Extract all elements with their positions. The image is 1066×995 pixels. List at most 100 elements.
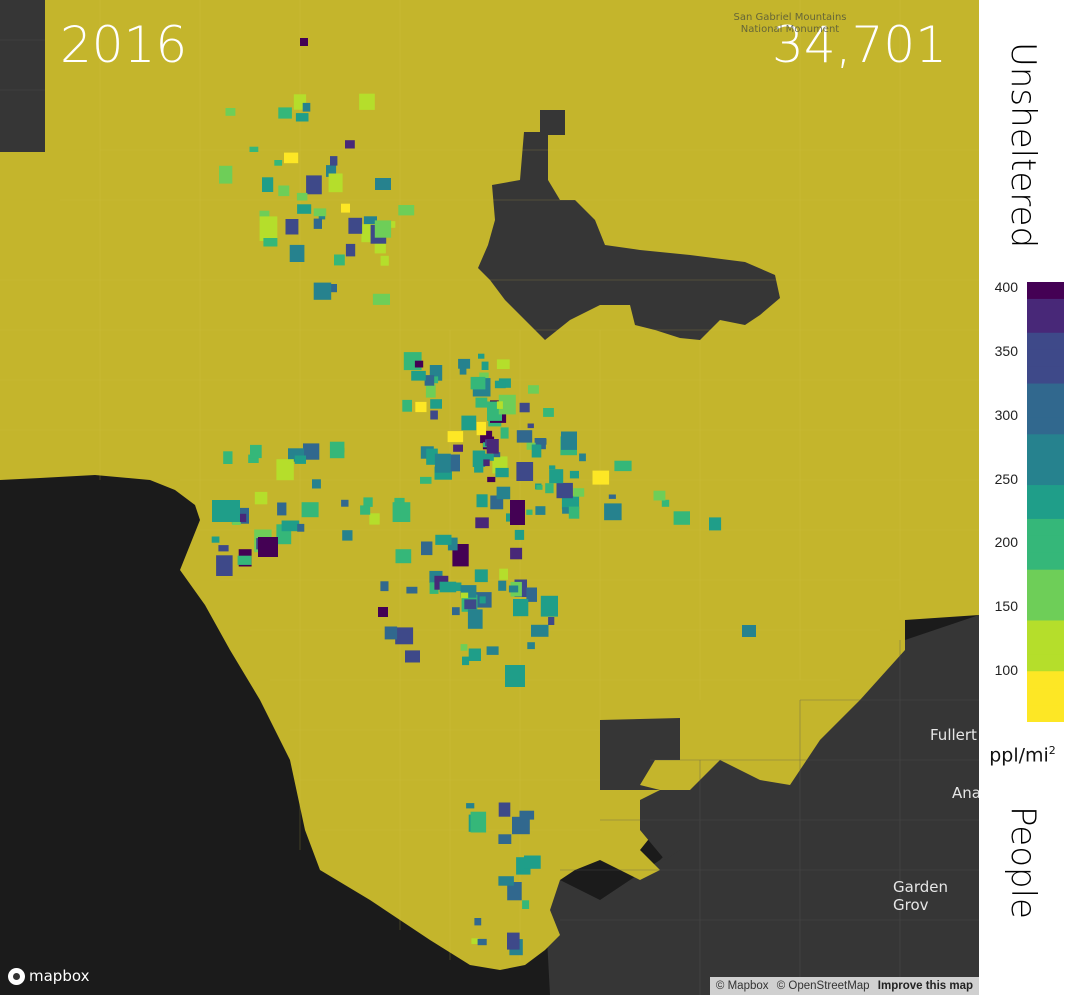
attribution-mapbox[interactable]: © Mapbox <box>715 980 769 992</box>
tract <box>499 568 508 580</box>
tract <box>573 488 585 497</box>
tract <box>556 482 573 499</box>
tract <box>479 596 486 604</box>
tract <box>375 178 391 190</box>
tract <box>378 607 388 617</box>
tract <box>439 581 457 593</box>
map-canvas[interactable]: 2016 34,701 San Gabriel Mountains Nation… <box>0 0 979 995</box>
ramp-band <box>1027 417 1064 435</box>
ramp-band <box>1027 620 1064 638</box>
tract <box>464 599 477 610</box>
tract <box>297 204 312 214</box>
tract <box>237 555 252 565</box>
tract <box>608 494 616 499</box>
tract <box>301 502 319 518</box>
tract <box>474 465 484 473</box>
ramp-band <box>1027 654 1064 672</box>
tract <box>459 366 467 375</box>
tract <box>452 607 460 616</box>
tract <box>359 93 375 110</box>
tract <box>295 113 309 122</box>
tract <box>486 439 499 454</box>
tract <box>447 537 458 551</box>
tract <box>297 523 305 532</box>
tract <box>263 238 278 247</box>
mapbox-logo[interactable]: mapbox <box>8 967 89 985</box>
legend-tick: 400 <box>994 279 1018 296</box>
tract <box>211 536 220 543</box>
legend-unit-text: ppl/mi <box>989 744 1049 767</box>
mapbox-logo-text: mapbox <box>29 967 90 985</box>
tract <box>402 399 412 412</box>
ramp-band <box>1027 637 1064 655</box>
improve-map-link[interactable]: Improve this map <box>877 980 973 992</box>
tract <box>348 217 363 234</box>
city-label-anaheim: Ana <box>952 784 979 802</box>
tract <box>661 499 670 507</box>
attribution-osm[interactable]: © OpenStreetMap <box>776 980 870 992</box>
tract <box>526 442 536 450</box>
ramp-band <box>1027 485 1064 503</box>
tract <box>487 476 496 483</box>
tract <box>406 586 418 594</box>
tract <box>474 569 488 583</box>
city-label-garden-grove: Garden Grov <box>893 878 948 914</box>
tract <box>296 192 308 201</box>
mountains-label-line1: San Gabriel Mountains <box>733 12 847 23</box>
tract <box>345 243 356 257</box>
tract <box>259 216 278 241</box>
tract <box>216 555 233 576</box>
tract <box>614 460 632 472</box>
tract <box>458 358 471 369</box>
tract <box>524 855 541 869</box>
tract <box>467 609 483 629</box>
tract <box>470 811 487 833</box>
ramp-band <box>1027 349 1064 368</box>
tract <box>313 208 327 217</box>
la-region <box>0 0 979 970</box>
tract <box>312 479 321 489</box>
mountains-label-line2: National Monument <box>740 24 840 35</box>
tract <box>374 220 392 238</box>
ramp-band <box>1027 705 1064 722</box>
count-label: 34,701 <box>772 16 947 74</box>
tract <box>500 427 509 439</box>
tract <box>548 617 555 625</box>
tract <box>254 491 268 505</box>
ramp-band <box>1027 671 1064 689</box>
ramp-band <box>1027 298 1064 317</box>
legend-tick: 300 <box>994 406 1018 423</box>
tract <box>330 284 337 293</box>
tract <box>303 443 320 460</box>
tract <box>526 587 537 602</box>
tract <box>248 454 259 463</box>
tract <box>536 484 543 490</box>
tract <box>481 361 489 370</box>
tract <box>545 483 554 494</box>
tract <box>212 500 240 522</box>
ramp-band <box>1027 535 1064 554</box>
tract <box>475 517 489 529</box>
hole-south <box>600 718 760 860</box>
tract <box>289 244 305 262</box>
tract <box>313 282 332 300</box>
legend-title-top: Unsheltered <box>1003 41 1043 249</box>
tract <box>414 360 424 368</box>
tract <box>569 470 579 479</box>
tract <box>460 592 469 599</box>
legend-panel: Unsheltered 400 350 300 250 200 150 100 ppl/mi… <box>979 0 1066 995</box>
tract <box>468 648 481 661</box>
tract <box>313 218 322 229</box>
ramp-band <box>1027 400 1064 418</box>
ramp-band <box>1027 383 1064 401</box>
tract <box>604 503 622 521</box>
tract <box>477 938 487 946</box>
tract <box>425 384 436 398</box>
tract <box>540 595 558 617</box>
tract <box>342 530 353 541</box>
tract <box>225 108 236 116</box>
tract <box>258 537 278 557</box>
tract <box>531 444 542 458</box>
ramp-band <box>1027 603 1064 621</box>
ramp-band <box>1027 502 1064 520</box>
